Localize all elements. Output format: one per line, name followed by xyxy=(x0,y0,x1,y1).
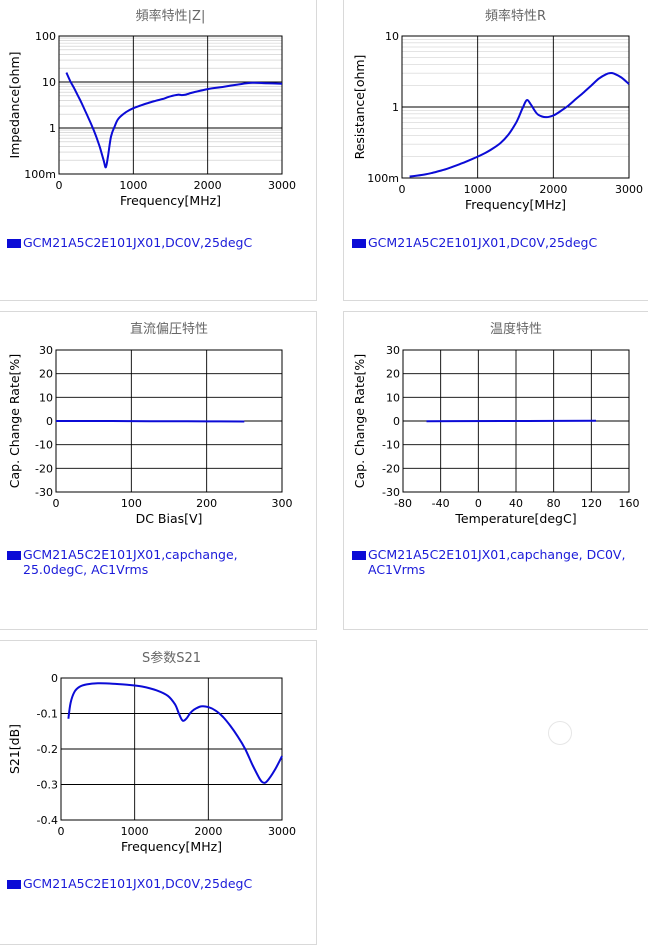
series-line xyxy=(410,73,629,176)
plot-frame xyxy=(59,36,282,174)
y-tick-label: -20 xyxy=(35,462,53,475)
resistance-legend[interactable]: GCM21A5C2E101JX01,DC0V,25degC xyxy=(352,235,597,250)
y-tick-label: 0 xyxy=(393,415,400,428)
y-tick-label: -0.3 xyxy=(37,779,58,792)
x-tick-label: 160 xyxy=(619,497,640,510)
y-tick-label: -0.4 xyxy=(37,814,58,827)
x-tick-label: 2000 xyxy=(194,825,222,838)
y-axis-label: Cap. Change Rate[%] xyxy=(7,354,22,488)
loading-spinner-icon xyxy=(548,721,572,745)
dcbias-legend[interactable]: GCM21A5C2E101JX01,capchange, 25.0degC, A… xyxy=(7,547,267,577)
y-axis-label: Cap. Change Rate[%] xyxy=(352,354,367,488)
legend-label: GCM21A5C2E101JX01,capchange, DC0V, AC1Vr… xyxy=(352,547,642,577)
x-tick-label: 0 xyxy=(399,183,406,196)
y-tick-label: -20 xyxy=(382,462,400,475)
chart-title: 頻率特性R xyxy=(485,8,546,24)
series-line xyxy=(68,683,282,783)
x-tick-label: 40 xyxy=(509,497,523,510)
x-tick-label: 3000 xyxy=(268,825,296,838)
legend-swatch xyxy=(7,880,21,889)
y-tick-label: -10 xyxy=(35,439,53,452)
legend-label: GCM21A5C2E101JX01,capchange, 25.0degC, A… xyxy=(7,547,267,577)
y-tick-label: 10 xyxy=(42,76,56,89)
y-tick-label: 100 xyxy=(35,30,56,43)
resistance-chart: 頻率特性R 100m 1 10 0 1000 2000 3000 Frequency[MHz] R… xyxy=(344,0,648,302)
chart-title: S参数S21 xyxy=(142,650,201,666)
y-tick-label: -0.1 xyxy=(37,708,58,721)
x-tick-label: 0 xyxy=(475,497,482,510)
x-axis-label: Frequency[MHz] xyxy=(465,197,566,212)
impedance-legend[interactable]: GCM21A5C2E101JX01,DC0V,25degC xyxy=(7,235,252,250)
y-tick-label: 20 xyxy=(39,368,53,381)
y-tick-label: 30 xyxy=(39,344,53,357)
x-tick-label: 80 xyxy=(547,497,561,510)
y-tick-label: 20 xyxy=(386,368,400,381)
legend-label: GCM21A5C2E101JX01,DC0V,25degC xyxy=(7,235,252,250)
y-tick-label: -30 xyxy=(35,486,53,499)
chart-title: 頻率特性|Z| xyxy=(136,8,206,24)
x-axis-label: DC Bias[V] xyxy=(136,511,203,526)
legend-swatch xyxy=(7,239,21,248)
x-tick-label: 200 xyxy=(196,497,217,510)
y-tick-label: 10 xyxy=(39,391,53,404)
y-axis-label: Impedance[ohm] xyxy=(7,51,22,158)
y-tick-label: 10 xyxy=(385,30,399,43)
x-axis-label: Frequency[MHz] xyxy=(120,193,221,208)
x-tick-label: 3000 xyxy=(615,183,643,196)
y-tick-label: 100m xyxy=(24,168,56,181)
y-tick-label: -0.2 xyxy=(37,743,58,756)
x-tick-label: -80 xyxy=(394,497,412,510)
x-tick-label: 1000 xyxy=(464,183,492,196)
y-axis-label: S21[dB] xyxy=(7,724,22,774)
y-tick-label: 1 xyxy=(49,122,56,135)
x-axis-label: Frequency[MHz] xyxy=(121,839,222,854)
x-tick-label: 2000 xyxy=(194,179,222,192)
chart-title: 直流偏圧特性 xyxy=(130,322,208,337)
legend-label: GCM21A5C2E101JX01,DC0V,25degC xyxy=(352,235,597,250)
s21-legend[interactable]: GCM21A5C2E101JX01,DC0V,25degC xyxy=(7,876,252,891)
chart-card-resistance: 頻率特性R 100m 1 10 0 1000 2000 3000 Frequency[MHz] R… xyxy=(343,0,648,301)
x-tick-label: 120 xyxy=(581,497,602,510)
y-tick-label: -10 xyxy=(382,439,400,452)
x-tick-label: 0 xyxy=(53,497,60,510)
x-tick-label: 1000 xyxy=(121,825,149,838)
legend-label: GCM21A5C2E101JX01,DC0V,25degC xyxy=(7,876,252,891)
chart-title: 温度特性 xyxy=(490,321,542,337)
x-tick-label: 0 xyxy=(56,179,63,192)
y-tick-label: 10 xyxy=(386,391,400,404)
chart-card-s21: S参数S21 -0.4 -0.3 -0.2 -0.1 0 0 1000 2000 3000 Freq… xyxy=(0,640,317,945)
x-tick-label: 2000 xyxy=(539,183,567,196)
x-tick-label: 3000 xyxy=(268,179,296,192)
y-tick-label: 0 xyxy=(46,415,53,428)
series-line xyxy=(66,73,282,168)
y-axis-label: Resistance[ohm] xyxy=(352,55,367,160)
y-tick-label: 100m xyxy=(367,172,399,185)
y-tick-label: 30 xyxy=(386,344,400,357)
y-tick-label: 1 xyxy=(392,101,399,114)
series-line xyxy=(56,421,244,422)
legend-swatch xyxy=(352,551,366,560)
legend-swatch xyxy=(7,551,21,560)
x-tick-label: 300 xyxy=(272,497,293,510)
s21-chart: S参数S21 -0.4 -0.3 -0.2 -0.1 0 0 1000 2000 3000 Freq… xyxy=(0,641,318,946)
temperature-legend[interactable]: GCM21A5C2E101JX01,capchange, DC0V, AC1Vr… xyxy=(352,547,642,577)
x-tick-label: 1000 xyxy=(119,179,147,192)
legend-swatch xyxy=(352,239,366,248)
x-tick-label: 0 xyxy=(58,825,65,838)
x-axis-label: Temperature[degC] xyxy=(454,511,576,526)
x-tick-label: -40 xyxy=(432,497,450,510)
y-tick-label: 0 xyxy=(51,672,58,685)
x-tick-label: 100 xyxy=(121,497,142,510)
